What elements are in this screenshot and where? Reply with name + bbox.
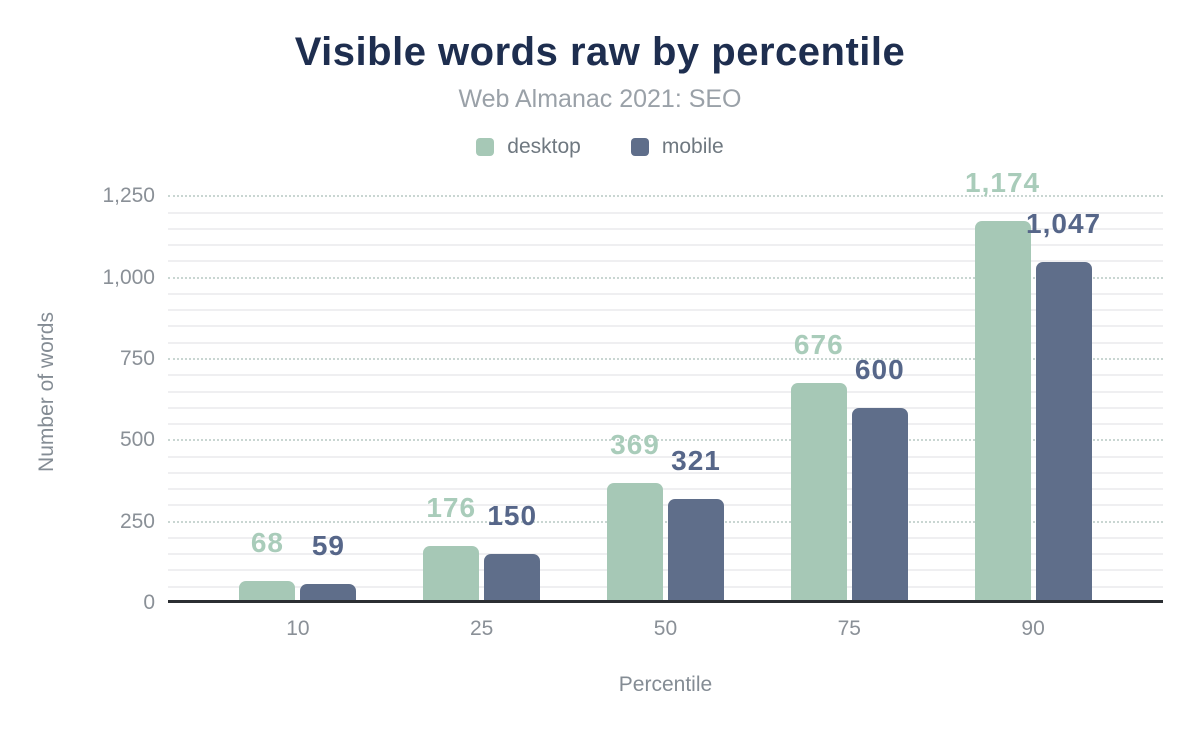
gridline-minor <box>168 423 1163 426</box>
x-tick-label-50: 50 <box>653 617 678 640</box>
bar-group-p10: 68 59 10 <box>206 180 390 640</box>
legend-label-mobile: mobile <box>661 135 724 158</box>
bar-desktop-p25[interactable]: 176 <box>423 493 480 603</box>
bar-group-p75: 676 600 75 <box>757 180 941 640</box>
gridline-minor <box>168 309 1163 312</box>
x-tick-label-25: 25 <box>470 617 494 640</box>
y-axis-title: Number of words <box>35 311 58 472</box>
gridline-minor <box>168 260 1163 263</box>
legend-item-desktop: desktop <box>476 135 581 159</box>
bar-desktop-p75[interactable]: 676 <box>790 331 847 603</box>
bar-group-p90: 1,174 1,047 90 <box>941 169 1125 641</box>
gridline-major <box>168 276 1163 279</box>
y-tick-label-250: 250 <box>119 509 155 533</box>
bar-mobile-p50[interactable]: 321 <box>667 446 724 603</box>
gridline-minor <box>168 553 1163 556</box>
legend-swatch-mobile-icon <box>630 138 649 156</box>
legend-item-mobile: mobile <box>630 135 724 159</box>
gridline-minor <box>168 471 1163 474</box>
chart-subtitle: Web Almanac 2021: SEO <box>458 85 742 113</box>
legend-swatch-desktop-icon <box>476 138 495 156</box>
y-tick-label-1250: 1,250 <box>102 184 155 208</box>
bar-desktop-p90[interactable]: 1,174 <box>965 169 1039 603</box>
gridline-minor <box>168 341 1163 344</box>
x-tick-label-10: 10 <box>286 617 310 640</box>
bar-mobile-p10[interactable]: 59 <box>300 531 357 603</box>
x-tick-label-75: 75 <box>837 617 861 640</box>
gridline-major <box>168 357 1163 360</box>
x-tick-label-90: 90 <box>1021 617 1045 640</box>
value-label-desktop-p50: 369 <box>610 428 660 460</box>
gridline-major <box>168 439 1163 442</box>
value-label-mobile-p50: 321 <box>671 444 721 476</box>
value-label-mobile-p25: 150 <box>487 500 538 532</box>
gridline-minor <box>168 406 1163 409</box>
gridline-minor <box>168 244 1163 247</box>
bar-mobile-p75[interactable]: 600 <box>851 355 908 603</box>
gridline-minor <box>168 488 1163 491</box>
gridline-minor <box>168 292 1163 295</box>
y-tick-label-0: 0 <box>143 591 155 614</box>
bar-group-p25: 176 150 25 <box>390 180 574 640</box>
value-label-mobile-p10: 59 <box>311 529 345 561</box>
bar-mobile-p90[interactable]: 1,047 <box>1026 210 1100 603</box>
gridline-major <box>168 195 1163 198</box>
gridline-minor <box>168 585 1163 588</box>
bar-group-p50: 369 321 50 <box>574 180 758 640</box>
chart-title: Visible words raw by percentile <box>294 30 906 74</box>
x-axis-title: Percentile <box>618 673 713 696</box>
y-tick-label-750: 750 <box>119 346 155 370</box>
value-label-mobile-p75: 600 <box>854 353 905 385</box>
value-label-mobile-p90: 1,047 <box>1026 208 1102 240</box>
gridline-minor <box>168 504 1163 507</box>
value-label-desktop-p90: 1,174 <box>965 167 1041 198</box>
value-label-desktop-p25: 176 <box>426 491 477 523</box>
bar-desktop-p10[interactable]: 68 <box>239 528 296 603</box>
gridline-minor <box>168 374 1163 377</box>
gridline-minor <box>168 211 1163 214</box>
bar-desktop-p50[interactable]: 369 <box>606 430 663 603</box>
y-tick-label-1000: 1,000 <box>102 265 155 289</box>
value-label-desktop-p75: 676 <box>793 329 844 361</box>
value-label-desktop-p10: 68 <box>250 526 284 558</box>
bars-row: 68 59 10 176 150 25 369 321 50 676 600 75 1,174 1,047… <box>168 169 1163 641</box>
gridline-minor <box>168 227 1163 230</box>
gridline-minor <box>168 455 1163 458</box>
gridline-minor <box>168 325 1163 328</box>
legend: desktop mobile <box>0 135 1200 159</box>
gridline-minor <box>168 390 1163 393</box>
y-tick-label-500: 500 <box>119 428 155 452</box>
gridline-minor <box>168 536 1163 539</box>
gridline-major <box>168 520 1163 523</box>
plot-area: Number of words Percentile 68 59 10 176 150 2… <box>35 169 1163 696</box>
legend-label-desktop: desktop <box>507 135 581 158</box>
gridline-minor <box>168 569 1163 572</box>
x-axis-line <box>168 600 1163 603</box>
bar-mobile-p25[interactable]: 150 <box>484 502 541 603</box>
